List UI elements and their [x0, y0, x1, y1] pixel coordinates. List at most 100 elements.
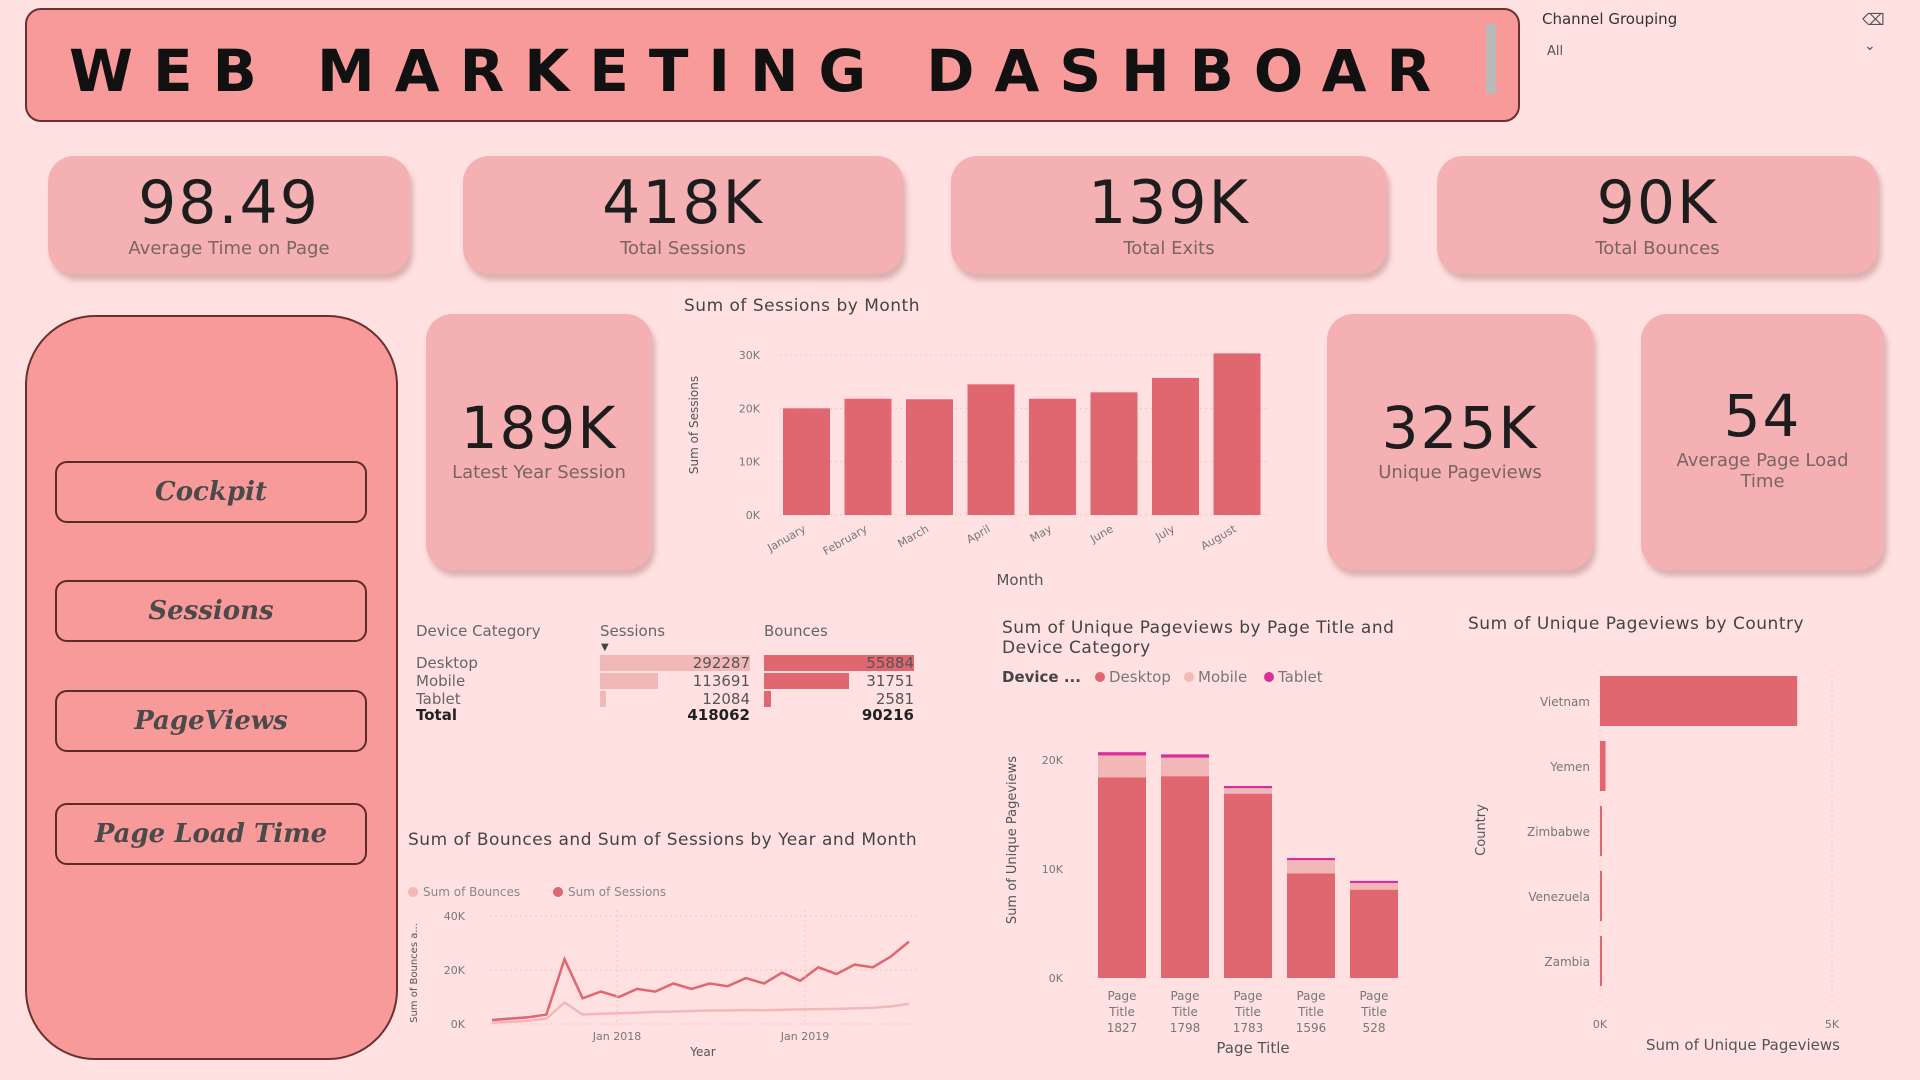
- eraser-icon[interactable]: ⌫: [1862, 10, 1885, 29]
- kpi-value: 189K: [460, 394, 618, 462]
- x-tick-label: Jan 2018: [592, 1030, 641, 1043]
- y-tick-label: 0K: [451, 1018, 466, 1031]
- x-tick-label: March: [895, 522, 931, 550]
- legend-swatch: [408, 887, 418, 897]
- chevron-down-icon[interactable]: ⌄: [1864, 38, 1876, 54]
- x-tick-label: Jan 2019: [780, 1030, 829, 1043]
- x-tick-label: February: [821, 522, 870, 558]
- bar: [1600, 806, 1602, 856]
- legend-swatch: [1184, 672, 1194, 682]
- nav-button-page-load-time[interactable]: Page Load Time: [55, 803, 367, 865]
- legend-swatch: [1095, 672, 1105, 682]
- title-scrollbar[interactable]: [1486, 24, 1496, 94]
- table-cell-bounces: 2581: [875, 690, 914, 708]
- x-tick-label: 5K: [1825, 1018, 1840, 1031]
- bar: [783, 408, 830, 515]
- bar-segment: [1224, 786, 1272, 789]
- bar-segment: [1350, 883, 1398, 890]
- line-chart-title: Sum of Bounces and Sum of Sessions by Ye…: [408, 830, 918, 850]
- x-tick-label: April: [964, 522, 992, 546]
- table-header-sessions: Sessions: [600, 622, 666, 640]
- title-banner: WEB MARKETING DASHBOARD: [25, 8, 1520, 122]
- kpi-card-unique-pageviews: 325K Unique Pageviews: [1327, 314, 1593, 570]
- bar-segment: [1350, 889, 1398, 978]
- kpi-label: Total Bounces: [1595, 238, 1720, 259]
- table-header-device: Device Category: [416, 622, 541, 640]
- legend-label: Desktop: [1109, 668, 1171, 686]
- country-chart-title: Sum of Unique Pageviews by Country: [1468, 614, 1805, 634]
- kpi-card-page-load: 54 Average Page Load Time: [1641, 314, 1884, 570]
- nav-button-cockpit[interactable]: Cockpit: [55, 461, 367, 523]
- nav-panel: Cockpit Sessions PageViews Page Load Tim…: [25, 315, 398, 1060]
- bar: [844, 398, 892, 515]
- bar-segment: [1224, 793, 1272, 978]
- y-axis-label: Sum of Sessions: [687, 376, 701, 474]
- bounces-databar: [764, 673, 850, 689]
- slicer-dropdown[interactable]: All: [1547, 44, 1564, 59]
- y-tick-label: 20K: [1042, 754, 1064, 767]
- kpi-card-total-exits: 139K Total Exits: [951, 156, 1387, 274]
- kpi-label: Unique Pageviews: [1378, 462, 1542, 483]
- y-tick-label: 20K: [739, 402, 761, 415]
- table-total-bounces: 90216: [861, 706, 914, 724]
- pageviews-by-country-chart: Country 0K 5K Vietnam Yemen Zimbabwe Venezuela…: [1474, 670, 1840, 1054]
- bounces-databar: [764, 691, 771, 707]
- sort-arrow-icon[interactable]: ▼: [601, 642, 609, 653]
- kpi-label: Average Time on Page: [128, 238, 330, 259]
- table-cell-device: Tablet: [416, 690, 461, 708]
- kpi-value: 325K: [1381, 394, 1539, 462]
- kpi-value: 418K: [602, 168, 764, 238]
- x-tick-label: Page: [1170, 989, 1199, 1003]
- x-tick-label: August: [1199, 522, 1239, 553]
- x-tick-label: July: [1152, 522, 1177, 544]
- bar-segment: [1287, 860, 1335, 874]
- table-header-bounces: Bounces: [764, 622, 828, 640]
- sessions-by-month-chart: 0K 10K 20K 30K Sum of Sessions January Februar…: [687, 349, 1270, 589]
- y-tick-label: Venezuela: [1528, 890, 1590, 904]
- kpi-card-total-sessions: 418K Total Sessions: [463, 156, 903, 274]
- bar: [1152, 377, 1199, 515]
- legend-label: Sum of Bounces: [423, 885, 520, 899]
- x-axis-label: Year: [689, 1045, 715, 1059]
- x-tick-label: 1827: [1107, 1021, 1138, 1035]
- page-title: WEB MARKETING DASHBOARD: [69, 37, 1452, 105]
- table-row[interactable]: Mobile 113691 31751: [414, 672, 924, 690]
- sessions-databar: [600, 655, 750, 671]
- bar-segment: [1098, 777, 1146, 978]
- table-row[interactable]: Tablet 12084 2581: [414, 690, 924, 708]
- nav-button-sessions[interactable]: Sessions: [55, 580, 367, 642]
- x-tick-label: Page: [1233, 989, 1262, 1003]
- bar: [1600, 741, 1606, 791]
- bounces-sessions-line-chart: Sum of Bounces Sum of Sessions 0K 20K 40K Sum…: [408, 885, 917, 1059]
- x-tick-label: Title: [1108, 1005, 1135, 1019]
- x-tick-label: Title: [1360, 1005, 1387, 1019]
- kpi-label: Average Page Load Time: [1676, 450, 1849, 492]
- x-tick-label: 1783: [1233, 1021, 1264, 1035]
- kpi-value: 90K: [1596, 168, 1719, 238]
- kpi-value: 139K: [1088, 168, 1250, 238]
- y-tick-label: 30K: [739, 349, 761, 362]
- sessions-month-title: Sum of Sessions by Month: [684, 296, 920, 316]
- table-total-sessions: 418062: [687, 706, 750, 724]
- table-total-label: Total: [416, 706, 457, 724]
- x-tick-label: Page: [1359, 989, 1388, 1003]
- x-tick-label: Page: [1107, 989, 1136, 1003]
- table-cell-bounces: 31751: [866, 672, 914, 690]
- table-cell-sessions: 113691: [692, 672, 750, 690]
- y-tick-label: 0K: [1049, 972, 1064, 985]
- bar: [1600, 936, 1602, 986]
- slicer-title: Channel Grouping: [1542, 10, 1678, 28]
- bar-segment: [1098, 755, 1146, 778]
- x-tick-label: Title: [1171, 1005, 1198, 1019]
- y-tick-label: 10K: [1042, 863, 1064, 876]
- bar: [967, 384, 1015, 515]
- table-cell-bounces: 55884: [866, 654, 914, 672]
- kpi-card-avg-time: 98.49 Average Time on Page: [48, 156, 410, 274]
- table-row[interactable]: Desktop 292287 55884: [414, 654, 924, 672]
- kpi-label: Total Exits: [1123, 238, 1215, 259]
- table-cell-device: Desktop: [416, 654, 478, 672]
- legend-label: Tablet: [1277, 668, 1323, 686]
- nav-button-pageviews[interactable]: PageViews: [55, 690, 367, 752]
- x-tick-label: Title: [1297, 1005, 1324, 1019]
- bar-segment: [1161, 757, 1209, 777]
